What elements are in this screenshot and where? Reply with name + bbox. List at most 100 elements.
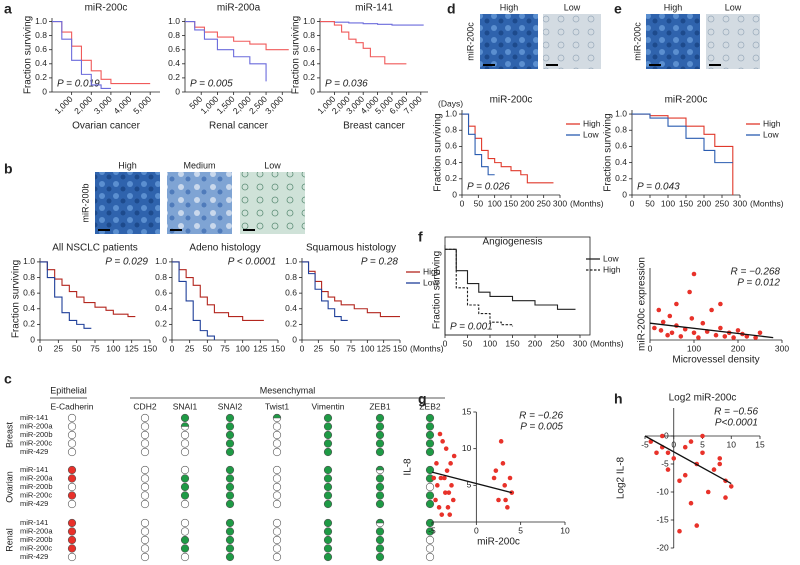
status-circle — [272, 535, 282, 545]
status-circle — [67, 491, 77, 500]
image-label: Low — [264, 160, 281, 170]
point — [437, 431, 443, 437]
point — [491, 475, 497, 481]
point — [723, 495, 728, 500]
status-circle — [272, 482, 282, 492]
point — [654, 450, 659, 456]
y-tick-label: 1.0 — [168, 16, 180, 26]
status-circle — [425, 447, 435, 457]
status-half — [272, 413, 282, 419]
point — [718, 325, 723, 331]
row-label: miR-200c — [20, 490, 52, 499]
stain-label: miR-200b — [80, 183, 90, 222]
status-circle — [323, 465, 333, 475]
point — [660, 319, 666, 325]
legend-label: Low — [603, 253, 619, 263]
x-tick-label: 150 — [393, 343, 407, 353]
point — [443, 446, 449, 451]
status-circle — [425, 482, 435, 492]
x-unit: (Months) — [750, 198, 784, 208]
point — [445, 505, 451, 510]
status-circle — [225, 474, 235, 483]
y-tick-label: 0.8 — [35, 30, 47, 40]
survival-curve — [40, 261, 136, 318]
survival-curve — [172, 261, 264, 322]
y-tick-label: 0.4 — [445, 157, 457, 167]
x-tick-label: 75 — [346, 343, 356, 353]
status-circle — [323, 535, 333, 545]
y-tick-label: 0.2 — [615, 173, 627, 183]
x-unit: (Days) — [438, 98, 463, 108]
point — [431, 475, 437, 481]
status-circle — [323, 413, 333, 423]
point — [505, 505, 510, 510]
status-circle — [323, 552, 333, 562]
status-circle — [375, 499, 385, 509]
survival-curve — [462, 113, 554, 184]
column-header: ZEB1 — [369, 401, 391, 411]
legend-label: Low — [763, 129, 779, 139]
status-circle — [375, 491, 385, 500]
y-tick-label: 0.6 — [303, 44, 315, 54]
status-half — [180, 422, 190, 427]
point — [689, 316, 695, 321]
x-tick-label: 0 — [300, 343, 305, 353]
x-tick-label: 200 — [520, 198, 534, 208]
x-tick-label: 75 — [220, 343, 230, 353]
status-half — [375, 518, 385, 524]
row-label: miR-200a — [20, 526, 53, 535]
panel-label: b — [4, 161, 13, 177]
chart: 0 50 100 150 200 250 300 Angiogenesis (Months) Fr… — [432, 236, 624, 348]
point — [440, 439, 445, 444]
y-tick-label: 15 — [462, 406, 472, 416]
legend-label: High — [763, 118, 781, 128]
status-circle — [140, 544, 150, 553]
status-circle — [140, 491, 150, 500]
status-circle — [375, 413, 385, 423]
x-tick-label: 150 — [271, 343, 285, 353]
column-header: E-Cadherin — [51, 401, 94, 411]
chart-title: Adeno histology — [189, 243, 260, 254]
point — [700, 433, 705, 439]
status-circle — [375, 552, 385, 562]
annotation: R = −0.268 — [731, 267, 781, 278]
x-tick-label: 100 — [488, 198, 502, 208]
status-circle — [140, 499, 150, 509]
point — [711, 467, 717, 472]
y-tick-label: 1.0 — [23, 256, 35, 266]
y-axis-label: Fraction surviving — [291, 16, 302, 94]
x-tick-label: 4,000 — [111, 94, 133, 116]
annotation: P = 0.043 — [637, 182, 680, 193]
chart-title: miR-200c — [665, 95, 708, 106]
chart-title: All NSCLC patients — [52, 243, 138, 254]
x-tick-label: 150 — [504, 198, 518, 208]
annotation: P = 0.012 — [737, 278, 780, 289]
chart-title: miR-200c — [85, 3, 128, 14]
status-circle — [140, 413, 150, 423]
status-circle — [67, 527, 77, 536]
status-circle — [140, 518, 150, 528]
point — [438, 475, 444, 481]
x-tick-label: 200 — [731, 343, 745, 353]
status-circle — [375, 474, 385, 483]
status-circle — [67, 422, 77, 431]
survival-curve — [462, 113, 495, 176]
status-circle — [225, 439, 235, 448]
x-tick-label: 5 — [700, 439, 705, 449]
y-tick-label: 0.8 — [445, 124, 457, 134]
annotation: P = 0.019 — [57, 79, 100, 90]
x-tick-label: 125 — [125, 343, 139, 353]
ihc-image — [543, 14, 601, 69]
point — [500, 461, 506, 466]
legend-label: High — [583, 118, 601, 128]
chart: 5001,0001,5002,0002,5003,00000.20.40.60.… — [168, 3, 292, 132]
y-axis-label: Fraction surviving — [432, 251, 443, 329]
column-header: Vimentin — [312, 401, 345, 411]
x-tick-label: 10 — [727, 439, 737, 449]
row-label: miR-429 — [20, 447, 48, 456]
status-circle — [180, 544, 190, 553]
status-circle — [140, 482, 150, 492]
status-circle — [272, 447, 282, 457]
status-circle — [425, 430, 435, 440]
